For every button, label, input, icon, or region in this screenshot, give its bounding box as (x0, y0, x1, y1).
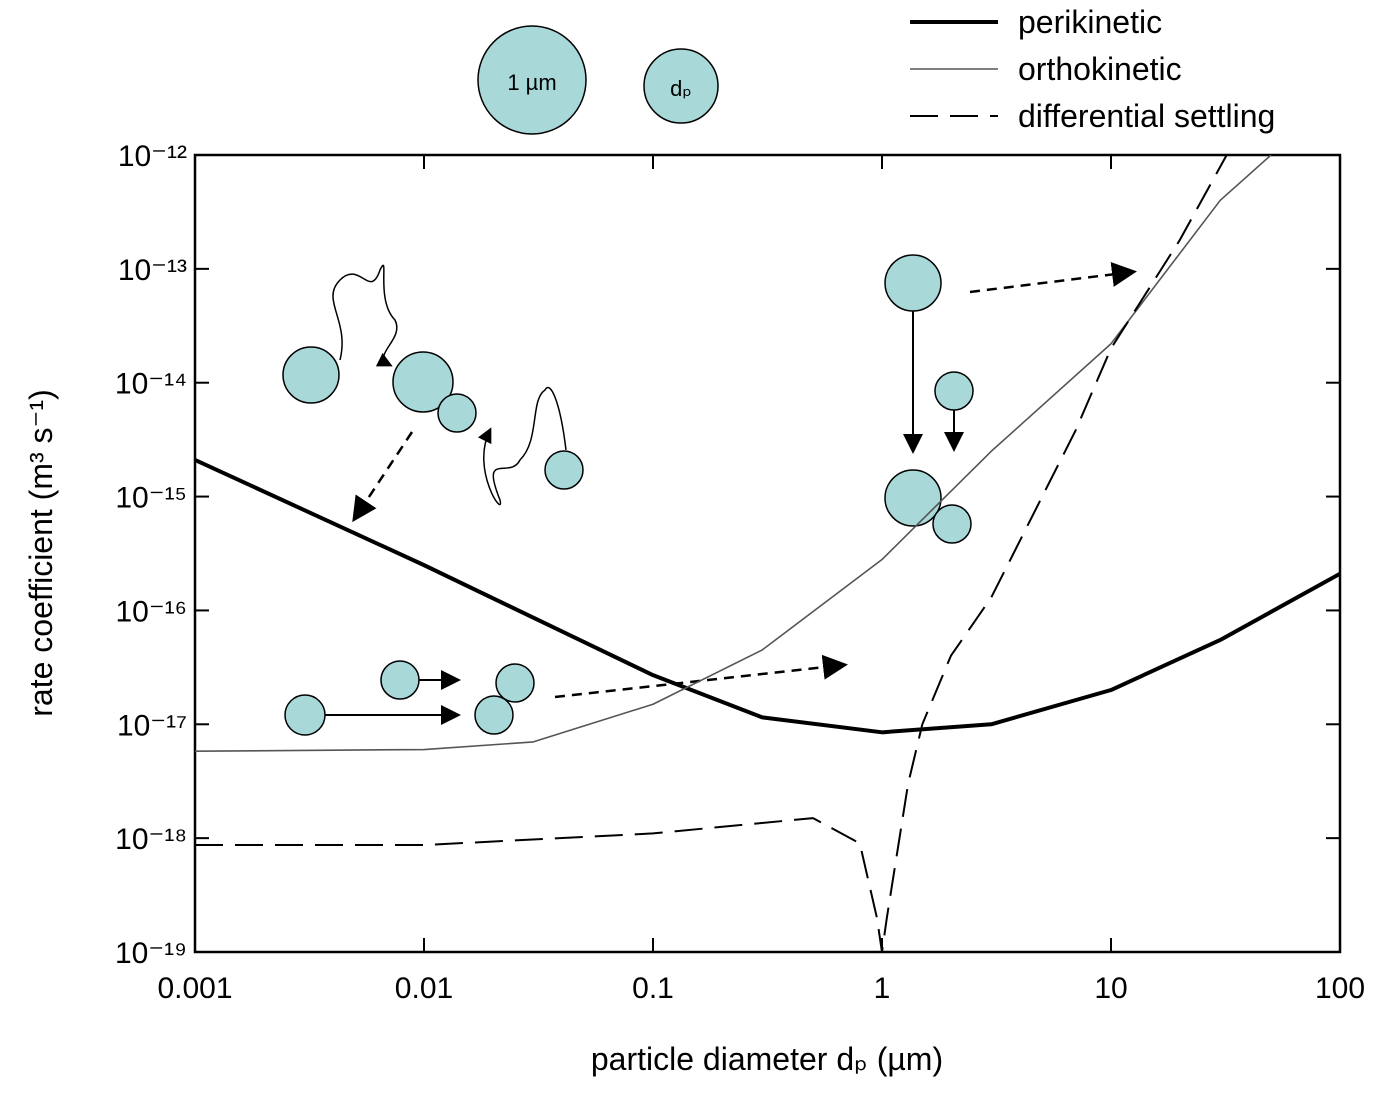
legend-label: orthokinetic (1018, 51, 1182, 87)
plot-lines (195, 155, 1340, 952)
legend-label: differential settling (1018, 98, 1275, 134)
annotation: dₚ (670, 76, 692, 101)
x-tick-label: 0.1 (632, 972, 674, 1005)
y-tick-label: 10⁻¹² (118, 140, 187, 173)
x-tick-label: 0.001 (157, 972, 232, 1005)
plot-frame (193, 153, 1342, 954)
x-tick-label: 100 (1315, 972, 1365, 1005)
y-tick-label: 10⁻¹⁴ (115, 368, 187, 401)
y-tick-label: 10⁻¹⁹ (115, 937, 187, 970)
x-tick-label: 10 (1094, 972, 1127, 1005)
series-line (195, 155, 1228, 952)
y-tick-label: 10⁻¹⁷ (117, 709, 187, 742)
x-tick-label: 1 (874, 972, 891, 1005)
annotation: 1 µm (507, 70, 556, 95)
y-tick-label: 10⁻¹⁶ (115, 595, 187, 628)
legend-label: perikinetic (1018, 4, 1162, 40)
y-axis-label: rate coefficient (m³ s⁻¹) (23, 389, 59, 716)
illustrations (282, 25, 1137, 736)
series-line (195, 458, 1340, 735)
series-line (195, 155, 1272, 753)
x-axis-label: particle diameter dₚ (µm) (591, 1041, 943, 1077)
x-tick-label: 0.01 (395, 972, 453, 1005)
y-tick-label: 10⁻¹⁸ (115, 823, 187, 856)
y-tick-label: 10⁻¹³ (118, 254, 187, 287)
y-tick-label: 10⁻¹⁵ (115, 482, 187, 515)
